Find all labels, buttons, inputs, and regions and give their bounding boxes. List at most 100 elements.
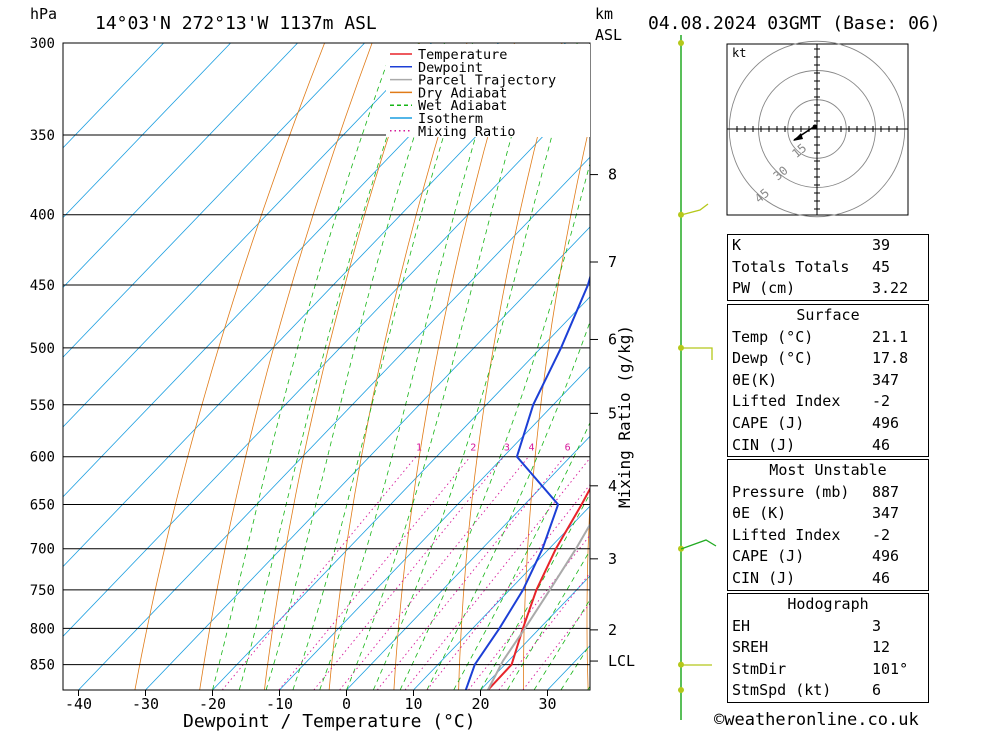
surface-row-label: Lifted Index <box>732 392 841 411</box>
hpa-unit-label: hPa <box>30 5 57 23</box>
datetime-label: 04.08.2024 03GMT (Base: 06) <box>648 13 941 34</box>
surface-row: Temp (°C) 21.1 <box>728 327 928 349</box>
hodograph-row: SREH 12 <box>728 637 928 659</box>
surface-row: Dewp (°C) 17.8 <box>728 348 928 370</box>
wind-level-dot <box>678 687 684 693</box>
hodograph-row-label: StmDir <box>732 659 787 678</box>
legend-entry: Temperature <box>418 47 507 63</box>
most-unstable-row-label: Lifted Index <box>732 525 841 544</box>
mixing-ratio-label: 15 <box>649 443 661 454</box>
km-tick-label: 7 <box>608 253 617 271</box>
isotherm-line <box>480 575 590 690</box>
mixing-ratio-label: 6 <box>565 443 571 454</box>
mixing-ratio-line <box>376 456 565 690</box>
chart-grid <box>63 43 1000 690</box>
km-tick-label: 2 <box>608 621 617 639</box>
location-title: 14°03'N 272°13'W 1137m ASL <box>95 13 377 34</box>
hodograph-row-value: 101° <box>872 659 909 678</box>
pressure-tick-label: 600 <box>30 450 55 466</box>
most-unstable-table: Most Unstable Pressure (mb) 887 θE (K) 347 Li… <box>727 459 929 591</box>
km-tick-label: 5 <box>608 404 617 422</box>
surface-row-label: Dewp (°C) <box>732 349 814 368</box>
copyright-footer: ©weatheronline.co.uk <box>714 710 919 730</box>
most-unstable-row-value: 46 <box>872 568 891 587</box>
surface-row-label: θE(K) <box>732 370 778 389</box>
most-unstable-title: Most Unstable <box>769 461 887 479</box>
dry-adiabat-line <box>134 43 325 690</box>
asl-unit-label: ASL <box>595 26 622 44</box>
mixing-ratio-label: 1 <box>416 443 422 454</box>
most-unstable-row: CAPE (J) 496 <box>728 546 928 568</box>
km-tick-label: 6 <box>608 330 617 348</box>
wet-adiabat-line <box>212 43 395 690</box>
index-row-label: PW (cm) <box>732 279 796 298</box>
index-row-value: 3.22 <box>872 279 909 298</box>
hodograph-table: Hodograph EH 3 SREH 12 StmDir 101° StmSpd (kt) 6 <box>727 593 929 703</box>
surface-row: CAPE (J) 496 <box>728 413 928 435</box>
mixing-ratio-line <box>426 483 590 690</box>
dry-adiabat-line <box>649 43 705 690</box>
wet-adiabat-line <box>265 43 445 690</box>
legend-entry: Isotherm <box>418 111 483 127</box>
mixing-ratio-label: 3 <box>504 443 510 454</box>
hodograph-table-title: Hodograph <box>787 595 869 613</box>
index-row-value: 39 <box>872 236 891 254</box>
wet-adiabat-line <box>346 43 539 690</box>
pressure-tick-label: 750 <box>30 583 55 599</box>
isotherm-line <box>63 43 298 288</box>
hodograph-row-value: 6 <box>872 681 882 700</box>
isotherm-line <box>413 505 590 690</box>
isotherm-line <box>63 43 164 149</box>
pressure-tick-label: 700 <box>30 542 55 558</box>
hodograph-row-label: SREH <box>732 638 769 657</box>
index-row: K 39 <box>728 235 928 257</box>
dry-adiabat-line <box>931 43 976 690</box>
series-temperature <box>487 486 590 690</box>
series-parcel-trajectory <box>487 522 590 690</box>
surface-row: Lifted Index -2 <box>728 391 928 413</box>
most-unstable-row: CIN (J) 46 <box>728 568 928 590</box>
pressure-tick-label: 850 <box>30 658 55 674</box>
hodograph-row: StmDir 101° <box>728 659 928 681</box>
isotherm-line <box>346 435 590 690</box>
most-unstable-row: θE (K) 347 <box>728 503 928 525</box>
dry-adiabat-line <box>983 43 1000 690</box>
isotherm-line <box>63 43 432 428</box>
mixing-ratio-label: 20 <box>678 443 690 454</box>
legend-entry: Parcel Trajectory <box>418 73 556 89</box>
mixing-ratio-label: 4 <box>529 443 535 454</box>
isotherm-line <box>145 226 590 690</box>
most-unstable-row-value: -2 <box>872 525 891 544</box>
mixing-ratio-label: 8 <box>591 443 597 454</box>
isotherm-line <box>279 365 590 690</box>
dry-adiabat-line <box>393 43 515 690</box>
mixing-ratio-line <box>221 456 417 690</box>
index-row: PW (cm) 3.22 <box>728 278 928 300</box>
temp-tick-label: 30 <box>538 695 556 713</box>
hodograph-row: EH 3 <box>728 616 928 638</box>
hodograph-row-value: 3 <box>872 616 882 635</box>
surface-row-value: 46 <box>872 435 891 454</box>
surface-row-value: 347 <box>872 370 900 389</box>
indices-table: K 39 Totals Totals 45 PW (cm) 3.22 <box>727 234 929 301</box>
wet-adiabat-line <box>238 43 419 690</box>
wind-barb <box>681 347 713 360</box>
hodograph-row: StmSpd (kt) 6 <box>728 680 928 702</box>
wet-adiabat-line <box>292 43 474 690</box>
mixing-ratio-label: 25 <box>701 443 713 454</box>
wet-adiabat-line <box>453 421 590 690</box>
hodograph-unit: kt <box>732 46 746 60</box>
km-unit-label: km <box>595 5 613 23</box>
hodograph-arrow <box>793 133 803 141</box>
isotherm-line <box>63 86 590 637</box>
surface-row-label: CIN (J) <box>732 435 796 454</box>
index-row: Totals Totals 45 <box>728 257 928 279</box>
surface-row-value: 17.8 <box>872 349 909 368</box>
plot-frame <box>62 42 591 691</box>
hodograph-row-label: EH <box>732 616 751 635</box>
most-unstable-row-label: θE (K) <box>732 504 787 523</box>
surface-row-value: 496 <box>872 413 900 432</box>
temp-tick-label: 0 <box>342 695 351 713</box>
most-unstable-row: Pressure (mb) 887 <box>728 482 928 504</box>
